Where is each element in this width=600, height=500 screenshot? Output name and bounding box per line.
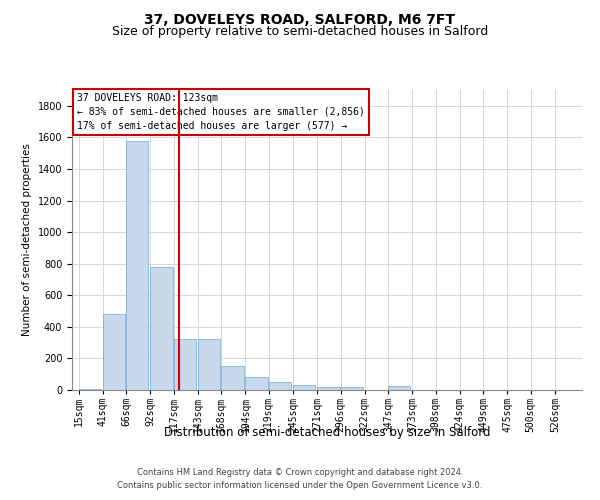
Text: Size of property relative to semi-detached houses in Salford: Size of property relative to semi-detach… [112, 25, 488, 38]
Text: 37, DOVELEYS ROAD, SALFORD, M6 7FT: 37, DOVELEYS ROAD, SALFORD, M6 7FT [145, 12, 455, 26]
Bar [173, 340, 196, 390]
Text: Distribution of semi-detached houses by size in Salford: Distribution of semi-detached houses by … [164, 426, 490, 439]
Bar [317, 387, 340, 390]
Y-axis label: Number of semi-detached properties: Number of semi-detached properties [22, 144, 32, 336]
Bar [126, 140, 148, 390]
Bar [198, 340, 220, 390]
Bar [151, 267, 173, 390]
Bar [79, 389, 101, 390]
Text: Contains public sector information licensed under the Open Government Licence v3: Contains public sector information licen… [118, 482, 482, 490]
Bar [388, 386, 410, 390]
Bar [341, 387, 363, 390]
Bar [103, 314, 125, 390]
Text: Contains HM Land Registry data © Crown copyright and database right 2024.: Contains HM Land Registry data © Crown c… [137, 468, 463, 477]
Bar [221, 366, 244, 390]
Bar [269, 382, 291, 390]
Bar [245, 376, 268, 390]
Text: 37 DOVELEYS ROAD: 123sqm
← 83% of semi-detached houses are smaller (2,856)
17% o: 37 DOVELEYS ROAD: 123sqm ← 83% of semi-d… [77, 93, 365, 131]
Bar [293, 386, 316, 390]
